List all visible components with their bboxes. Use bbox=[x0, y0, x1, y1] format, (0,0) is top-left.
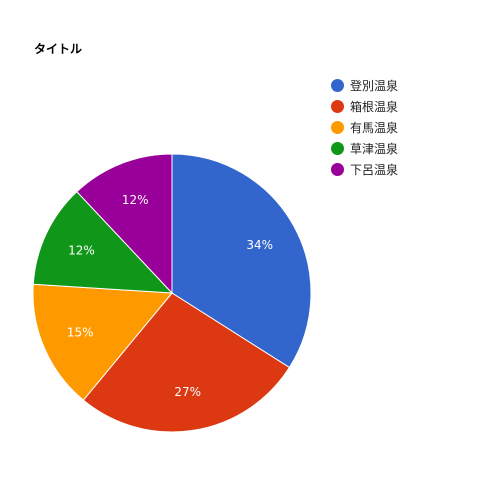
legend-label: 箱根温泉 bbox=[350, 100, 399, 114]
legend-item[interactable]: 登別温泉 bbox=[331, 75, 398, 96]
legend: 登別温泉箱根温泉有馬温泉草津温泉下呂温泉 bbox=[331, 75, 398, 180]
legend-swatch bbox=[331, 121, 344, 134]
legend-swatch bbox=[331, 100, 344, 113]
pie-slice-label: 12% bbox=[122, 193, 149, 207]
pie-slice[interactable] bbox=[82, 292, 291, 433]
pie-slices bbox=[32, 153, 312, 433]
legend-item[interactable]: 草津温泉 bbox=[331, 138, 398, 159]
legend-swatch bbox=[331, 163, 344, 176]
legend-label: 草津温泉 bbox=[350, 142, 399, 156]
legend-label: 有馬温泉 bbox=[350, 121, 399, 135]
legend-label: 登別温泉 bbox=[350, 79, 399, 93]
legend-item[interactable]: 有馬温泉 bbox=[331, 117, 398, 138]
legend-label: 下呂温泉 bbox=[350, 163, 399, 177]
pie-slice[interactable] bbox=[32, 190, 174, 294]
pie-slice-label: 34% bbox=[246, 238, 273, 252]
pie-slice[interactable] bbox=[171, 153, 312, 369]
pie-slice-label: 15% bbox=[67, 326, 94, 340]
pie-slice-label: 12% bbox=[68, 243, 95, 257]
pie-slice-label: 27% bbox=[174, 385, 201, 399]
legend-item[interactable]: 下呂温泉 bbox=[331, 159, 398, 180]
legend-item[interactable]: 箱根温泉 bbox=[331, 96, 398, 117]
pie-slice[interactable] bbox=[32, 283, 174, 401]
pie-slice[interactable] bbox=[76, 153, 173, 295]
legend-swatch bbox=[331, 142, 344, 155]
chart-title: タイトル bbox=[34, 42, 83, 56]
legend-swatch bbox=[331, 79, 344, 92]
pie-slice-labels: 34% 27% 15% 12% 12% bbox=[67, 193, 273, 399]
